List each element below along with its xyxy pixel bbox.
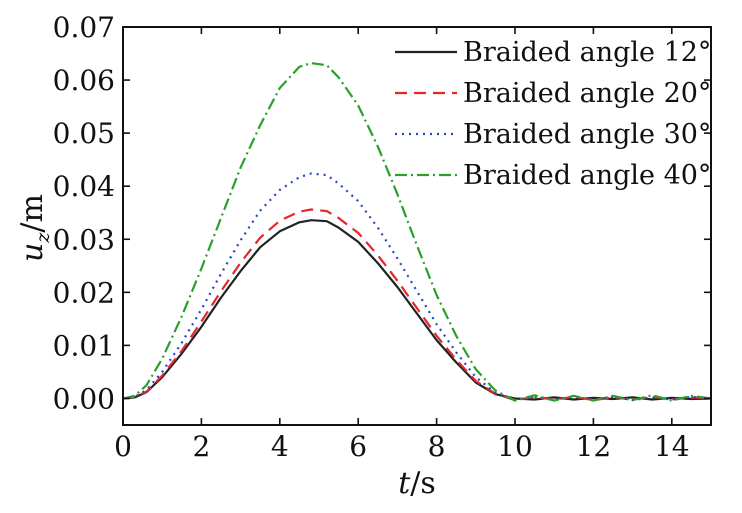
svg-text:uz/m: uz/m	[15, 194, 54, 262]
x-axis-label-var: t	[398, 466, 411, 501]
x-tick-label: 8	[428, 430, 446, 463]
legend-label-2: Braided angle 20°	[463, 78, 711, 109]
legend-label-4: Braided angle 40°	[463, 160, 711, 191]
series-line-2	[122, 208, 712, 402]
x-tick-label: 6	[349, 430, 367, 463]
x-tick-label: 12	[576, 430, 612, 463]
x-tick-label: 0	[114, 430, 132, 463]
plot-frame	[122, 26, 712, 426]
series-line-3	[122, 172, 712, 402]
y-tick-label: 0.01	[53, 329, 115, 362]
y-tick-label: 0.00	[53, 382, 115, 415]
y-axis-label-unit: /m	[15, 194, 50, 233]
legend-label-1: Braided angle 12°	[463, 37, 711, 68]
y-tick-label: 0.02	[53, 276, 115, 309]
y-tick-label: 0.07	[53, 11, 115, 44]
legend: Braided angle 12° Braided angle 20° Braide…	[395, 37, 711, 191]
y-tick-label: 0.06	[53, 64, 115, 97]
x-tick-label: 4	[271, 430, 289, 463]
y-tick-label: 0.05	[53, 117, 115, 150]
y-axis-label-main: u	[15, 243, 50, 262]
x-tick-label: 2	[192, 430, 210, 463]
y-tick-label: 0.04	[53, 170, 115, 203]
y-tick-label: 0.03	[53, 223, 115, 256]
x-tick-label: 10	[497, 430, 533, 463]
x-axis-label-unit: /s	[410, 466, 436, 501]
y-axis-label-sub: z	[32, 232, 54, 244]
ticks-layer: 0 2 4 6 8 10 12 14 0.00 0.01 0.02 0.03 0.04 0.05 0.06 0…	[53, 11, 711, 463]
x-tick-label: 14	[654, 430, 690, 463]
series-layer	[122, 61, 712, 402]
y-axis-label: uz/m	[15, 194, 54, 262]
series-line-4	[122, 61, 712, 402]
legend-label-3: Braided angle 30°	[463, 119, 711, 150]
x-axis-label: t/s	[398, 466, 436, 501]
